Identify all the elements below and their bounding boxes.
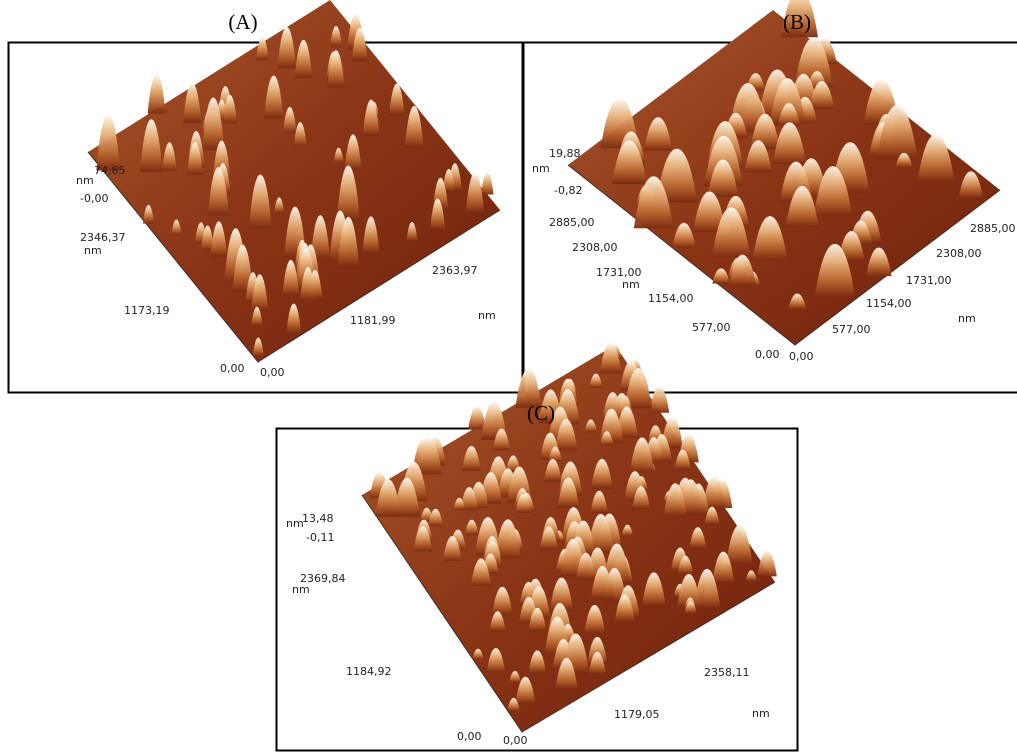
z-max: 74,65: [94, 164, 126, 177]
y-tick: 2346,37: [80, 231, 126, 244]
y-unit: nm: [622, 278, 640, 291]
figure: (A) (B) (C) nm 74,65 -0,00 2346,37 nm 11…: [0, 0, 1017, 754]
x-tick: 0,00: [260, 366, 285, 379]
z-min: -0,00: [80, 192, 108, 205]
surface-feature: [481, 172, 493, 194]
y-unit: nm: [292, 583, 310, 596]
z-min: -0,82: [554, 184, 582, 197]
x-tick: 577,00: [832, 323, 871, 336]
x-tick: 2885,00: [970, 222, 1016, 235]
x-tick: 2363,97: [432, 264, 478, 277]
x-tick: 1179,05: [614, 708, 660, 721]
y-tick: 2885,00: [549, 216, 595, 229]
surface-feature: [96, 114, 120, 170]
x-unit: nm: [752, 707, 770, 720]
z-min: -0,11: [306, 531, 334, 544]
x-tick: 2308,00: [936, 247, 982, 260]
y-tick: 577,00: [692, 321, 731, 334]
y-tick: 0,00: [457, 730, 482, 743]
y-tick: 0,00: [220, 362, 245, 375]
surface-feature: [148, 75, 166, 114]
x-tick: 0,00: [503, 734, 528, 747]
panel-label: (B): [783, 10, 811, 34]
x-tick: 2358,11: [704, 666, 750, 679]
x-tick: 1181,99: [350, 314, 396, 327]
panel-label: (A): [228, 10, 257, 34]
panel-label: (C): [527, 401, 555, 425]
y-tick: 1184,92: [346, 665, 392, 678]
z-unit: nm: [76, 174, 94, 187]
y-tick: 2308,00: [572, 241, 618, 254]
y-unit: nm: [84, 244, 102, 257]
z-max: 19,88: [549, 147, 581, 160]
y-tick: 1173,19: [124, 304, 170, 317]
surface-feature: [650, 386, 670, 412]
x-tick: 1154,00: [866, 297, 912, 310]
surface-feature: [757, 551, 776, 577]
z-unit: nm: [532, 162, 550, 175]
x-unit: nm: [958, 312, 976, 325]
x-tick: 1731,00: [906, 274, 952, 287]
z-max: 13,48: [302, 512, 334, 525]
y-tick: 1154,00: [648, 292, 694, 305]
y-tick: 0,00: [755, 348, 780, 361]
x-unit: nm: [478, 309, 496, 322]
x-tick: 0,00: [789, 350, 814, 363]
